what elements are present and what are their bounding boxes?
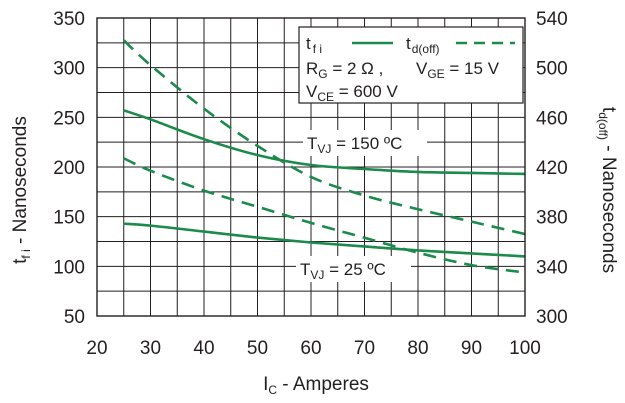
annotation-tvj-150-bg: [303, 130, 427, 156]
y-left-tick-label: 250: [53, 108, 85, 129]
y-axis-right-title: td(off) - Nanoseconds: [596, 107, 619, 273]
annotation-tvj-25-bg: [296, 256, 411, 282]
series-layer: [122, 39, 526, 274]
x-tick-label: 30: [140, 338, 161, 359]
annotation-tvj-25-text: TVJ = 25 ºC: [300, 260, 386, 282]
condition-rg: RG = 2 Ω ,: [306, 59, 383, 81]
y-right-tick-label: 500: [536, 59, 568, 80]
x-axis-title: IC - Amperes: [263, 374, 369, 397]
tick-labels: 20 30 40 50 60 70 80 90 100 50 100 150 200 250 300 350 3…: [53, 9, 567, 359]
x-tick-label: 80: [407, 338, 428, 359]
y-left-tick-label: 200: [53, 158, 85, 179]
x-tick-label: 20: [86, 338, 107, 359]
series-tdoff-150c-line: [122, 39, 526, 236]
y-right-tick-label: 420: [536, 158, 568, 179]
annotation-tvj-150-text: TVJ = 150 ºC: [307, 134, 402, 156]
y-left-tick-label: 150: [53, 208, 85, 229]
series-tfi-150c-line: [123, 109, 526, 176]
y-left-tick-label: 300: [53, 59, 85, 80]
series-tfi-25c-line: [123, 222, 526, 258]
condition-vge: VGE = 15 V: [416, 59, 500, 81]
condition-vce: VCE = 600 V: [306, 82, 398, 104]
annotation-tvj-25: TVJ = 25 ºC: [296, 256, 411, 282]
plot-frame: [96, 17, 526, 317]
y-left-tick-label: 50: [64, 307, 85, 328]
y-left-tick-label: 350: [53, 9, 85, 30]
x-tick-label: 60: [300, 338, 321, 359]
y-right-tick-label: 540: [536, 9, 568, 30]
x-tick-label: 70: [354, 338, 375, 359]
y-right-tick-label: 340: [536, 257, 568, 278]
y-right-tick-label: 460: [536, 108, 568, 129]
x-tick-label: 50: [247, 338, 268, 359]
series-tdoff-25c-line: [123, 157, 526, 274]
y-right-tick-label: 300: [536, 307, 568, 328]
x-tick-label: 100: [509, 338, 541, 359]
x-tick-label: 90: [461, 338, 482, 359]
y-axis-left-title: tf i - Nanoseconds: [10, 116, 33, 264]
y-right-tick-label: 380: [536, 208, 568, 229]
y-left-tick-label: 100: [53, 257, 85, 278]
legend-tdoff-label: td(off): [406, 34, 440, 56]
x-tick-label: 40: [193, 338, 214, 359]
legend-frame: [298, 26, 524, 104]
annotation-tvj-150: TVJ = 150 ºC: [303, 130, 427, 156]
